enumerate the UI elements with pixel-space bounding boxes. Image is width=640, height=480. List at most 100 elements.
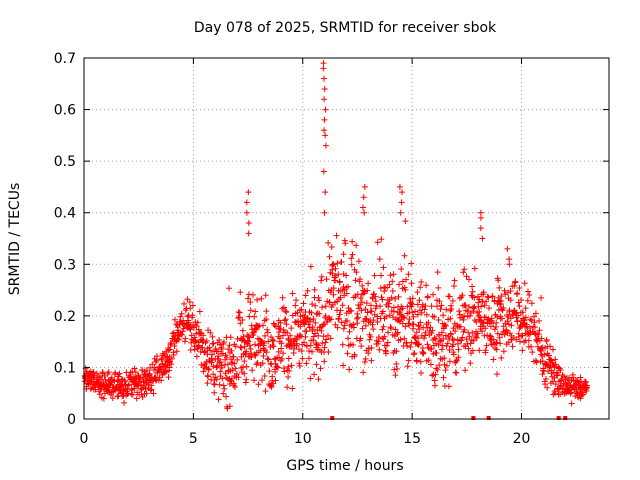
data-point (362, 322, 369, 329)
data-point (249, 367, 256, 374)
data-point (149, 361, 156, 368)
data-point (319, 304, 326, 311)
data-point (438, 346, 445, 353)
data-point (376, 346, 383, 353)
data-point (408, 280, 415, 287)
data-point (303, 315, 310, 322)
data-point (374, 239, 381, 246)
data-point (334, 324, 341, 331)
data-point (400, 314, 407, 321)
data-point (462, 302, 469, 309)
data-point (543, 361, 550, 368)
data-point (370, 317, 377, 324)
data-point (216, 337, 223, 344)
data-point (378, 236, 385, 243)
data-point (383, 313, 390, 320)
data-point (466, 303, 473, 310)
data-point (325, 239, 332, 246)
data-point (124, 390, 131, 397)
data-point (450, 341, 457, 348)
data-point (270, 380, 277, 387)
data-point (424, 294, 431, 301)
data-point (282, 308, 289, 315)
data-point (215, 356, 222, 363)
data-point (384, 339, 391, 346)
data-point (224, 361, 231, 368)
y-tick-label: 0 (67, 412, 76, 428)
data-point (357, 335, 364, 342)
data-point (233, 370, 240, 377)
data-point (218, 346, 225, 353)
data-point (428, 345, 435, 352)
data-point (568, 389, 575, 396)
data-point (318, 273, 325, 280)
data-point (440, 335, 447, 342)
data-point (465, 276, 472, 283)
data-point (220, 390, 227, 397)
data-point (321, 96, 328, 103)
zero-data-point (486, 416, 491, 420)
data-point (448, 305, 455, 312)
data-point (409, 301, 416, 308)
data-point (227, 334, 234, 341)
data-point (348, 255, 355, 262)
data-point (386, 281, 393, 288)
data-point (403, 276, 410, 283)
data-point (252, 352, 259, 359)
data-point (180, 300, 187, 307)
data-point (528, 300, 535, 307)
data-point (192, 338, 199, 345)
data-point (258, 295, 265, 302)
data-point (419, 345, 426, 352)
data-point (265, 338, 272, 345)
data-point (165, 347, 172, 354)
data-point (416, 326, 423, 333)
data-point (577, 395, 584, 402)
data-point (500, 304, 507, 311)
data-point (525, 337, 532, 344)
data-point (374, 318, 381, 325)
data-point (180, 325, 187, 332)
data-point (362, 355, 369, 362)
data-point (511, 282, 518, 289)
data-point (350, 342, 357, 349)
data-point (388, 325, 395, 332)
data-point (358, 299, 365, 306)
data-point (296, 360, 303, 367)
data-point (269, 336, 276, 343)
data-point (142, 386, 149, 393)
data-point (438, 329, 445, 336)
data-point (229, 367, 236, 374)
data-point (460, 316, 467, 323)
data-point (317, 323, 324, 330)
axis-ticks (83, 57, 609, 420)
x-tick-label: 15 (403, 431, 421, 447)
data-point (131, 365, 138, 372)
data-point (168, 355, 175, 362)
data-point (580, 389, 587, 396)
data-point (198, 361, 205, 368)
data-point (232, 343, 239, 350)
data-point (395, 293, 402, 300)
data-point (336, 311, 343, 318)
data-point (469, 288, 476, 295)
data-point (165, 374, 172, 381)
data-point (418, 278, 425, 285)
data-point (507, 288, 514, 295)
data-point (406, 322, 413, 329)
x-axis-label: GPS time / hours (286, 458, 403, 474)
data-point (241, 358, 248, 365)
data-point (418, 369, 425, 376)
data-point (460, 269, 467, 276)
data-point (431, 335, 438, 342)
data-point (245, 295, 252, 302)
data-point (120, 392, 127, 399)
data-point (242, 351, 249, 358)
data-point (335, 271, 342, 278)
data-point (443, 343, 450, 350)
data-point (243, 348, 250, 355)
data-point (160, 352, 167, 359)
data-point (313, 361, 320, 368)
data-point (228, 347, 235, 354)
data-point (417, 358, 424, 365)
